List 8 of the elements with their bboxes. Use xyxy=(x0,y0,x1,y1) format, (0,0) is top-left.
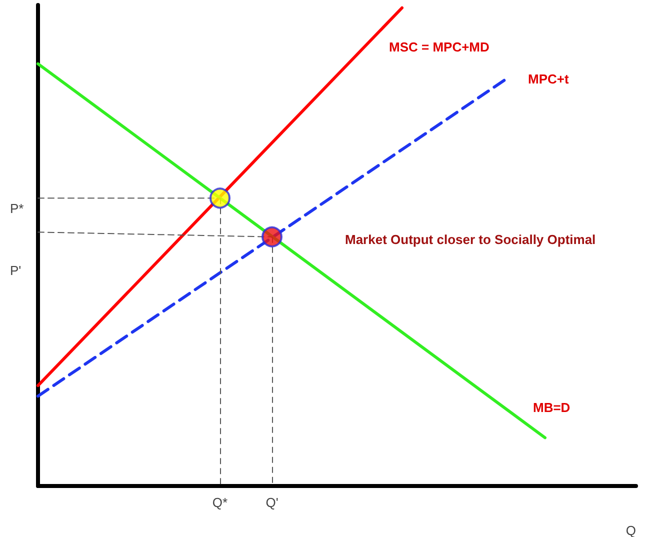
series-label: MSC = MPC+MD xyxy=(389,39,490,54)
x-tick-label: Q* xyxy=(212,495,228,510)
series-label: MB=D xyxy=(533,400,570,416)
text: P' xyxy=(10,263,22,278)
series-label: MPC+t xyxy=(528,72,570,87)
x-tick-label: Q' xyxy=(266,495,278,510)
annotation: Market Output closer to Socially Optimal xyxy=(345,232,596,247)
text: P* xyxy=(10,201,24,216)
